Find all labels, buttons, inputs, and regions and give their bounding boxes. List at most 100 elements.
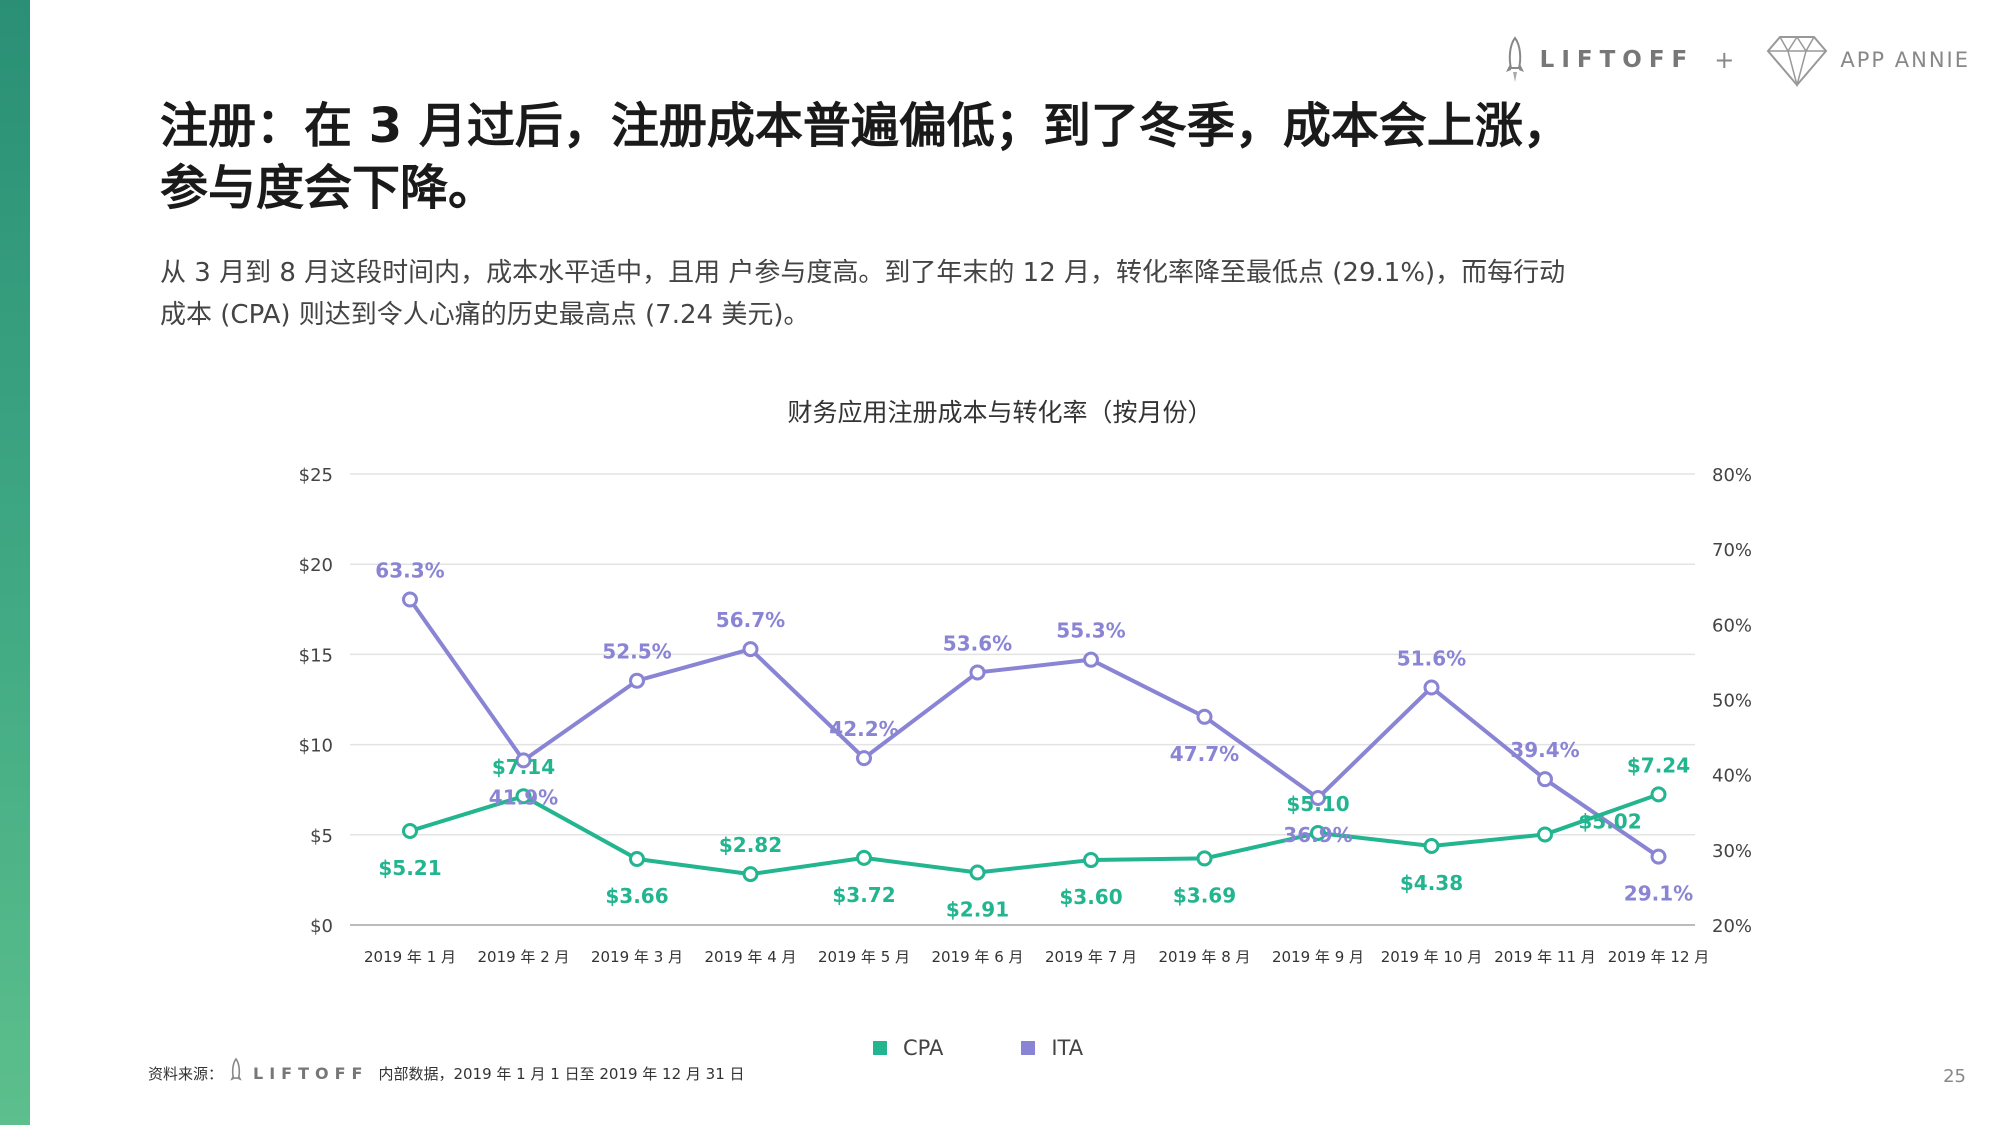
x-tick-label: 2019 年 4 月: [704, 948, 796, 966]
appannie-logo: APP ANNIE: [1766, 33, 1970, 87]
data-label-cpa: $5.10: [1286, 792, 1349, 816]
data-point-ita: [402, 591, 418, 608]
data-point-cpa: [1083, 852, 1099, 869]
data-point-ita: [742, 641, 759, 658]
data-point-cpa: [742, 866, 759, 883]
y-left-tick-label: $0: [310, 916, 333, 937]
y-left-tick-label: $20: [299, 555, 333, 576]
data-label-ita: 56.7%: [716, 608, 785, 632]
y-right-tick-label: 40%: [1712, 766, 1752, 787]
data-label-cpa: $5.02: [1578, 809, 1641, 833]
x-tick-label: 2019 年 11 月: [1494, 948, 1596, 966]
y-left-tick-label: $10: [299, 736, 333, 757]
data-point-ita: [1423, 679, 1440, 696]
data-label-ita: 63.3%: [375, 559, 444, 583]
data-point-cpa: [856, 849, 872, 866]
x-tick-label: 2019 年 8 月: [1158, 948, 1250, 966]
legend-item-cpa: CPA: [873, 1036, 943, 1060]
x-tick-label: 2019 年 7 月: [1045, 948, 1137, 966]
data-point-ita: [629, 672, 645, 689]
page-number: 25: [1943, 1066, 1966, 1087]
data-point-ita: [969, 664, 986, 681]
data-label-ita: 29.1%: [1624, 882, 1693, 906]
data-point-cpa: [629, 850, 645, 867]
data-point-ita: [1650, 848, 1667, 865]
data-point-cpa: [1196, 850, 1213, 867]
data-point-cpa: [1650, 786, 1667, 803]
data-label-ita: 53.6%: [943, 631, 1012, 655]
x-tick-label: 2019 年 2 月: [477, 948, 569, 966]
x-tick-label: 2019 年 12 月: [1608, 948, 1710, 966]
data-point-cpa: [402, 823, 418, 840]
source-text: 内部数据，2019 年 1 月 1 日至 2019 年 12 月 31 日: [378, 1064, 745, 1083]
series-line-ita: [408, 598, 1660, 859]
data-label-ita: 52.5%: [602, 640, 671, 664]
data-point-ita: [515, 752, 532, 769]
source-note: 资料来源： LIFTOFF 内部数据，2019 年 1 月 1 日至 2019 …: [148, 1057, 745, 1089]
data-point-cpa: [515, 788, 532, 805]
data-label-cpa: $3.69: [1173, 883, 1236, 907]
subtitle-line-1: 从 3 月到 8 月这段时间内，成本水平适中，且用 户参与度高。到了年末的 12…: [160, 258, 1566, 288]
accent-bar: [0, 0, 30, 1125]
x-tick-label: 2019 年 5 月: [818, 948, 910, 966]
y-right-tick-label: 80%: [1712, 465, 1752, 486]
x-tick-label: 2019 年 6 月: [931, 948, 1023, 966]
y-right-tick-label: 70%: [1712, 540, 1752, 561]
source-brand: LIFTOFF: [253, 1063, 369, 1083]
data-point-ita: [1537, 771, 1553, 788]
y-right-tick-label: 60%: [1712, 615, 1752, 636]
title-line-2: 参与度会下降。: [160, 160, 497, 216]
y-right-tick-label: 50%: [1712, 691, 1752, 712]
legend-item-ita: ITA: [1021, 1036, 1083, 1060]
page-subtitle: 从 3 月到 8 月这段时间内，成本水平适中，且用 户参与度高。到了年末的 12…: [160, 252, 1760, 336]
data-label-ita: 39.4%: [1510, 738, 1579, 762]
data-label-ita: 51.6%: [1397, 646, 1466, 670]
source-label: 资料来源：: [148, 1064, 224, 1083]
data-label-ita: 55.3%: [1056, 619, 1125, 643]
brand-plus: +: [1714, 46, 1735, 74]
x-tick-label: 2019 年 10 月: [1381, 948, 1483, 966]
data-point-cpa: [1537, 826, 1553, 843]
data-label-ita: 36.9%: [1283, 823, 1352, 847]
y-right-tick-label: 30%: [1712, 841, 1752, 862]
x-tick-label: 2019 年 1 月: [364, 948, 456, 966]
data-point-ita: [1310, 789, 1326, 806]
x-tick-label: 2019 年 9 月: [1272, 948, 1364, 966]
data-label-cpa: $5.21: [378, 856, 441, 880]
data-label-ita: 41.9%: [489, 785, 558, 809]
brand-header: LIFTOFF + APP ANNIE: [1504, 30, 1970, 90]
data-label-cpa: $4.38: [1400, 871, 1463, 895]
data-label-cpa: $3.60: [1059, 885, 1122, 909]
data-label-ita: 47.7%: [1170, 742, 1239, 766]
data-point-cpa: [969, 864, 986, 881]
rocket-icon: [1505, 36, 1524, 82]
line-chart: $0 $5 $10 $15 $20 $25 20% 30% 40% 50% 60% 70% 80% 201…: [299, 465, 1752, 966]
data-point-ita: [1196, 708, 1213, 725]
title-line-1: 注册：在 3 月过后，注册成本普遍偏低；到了冬季，成本会上涨，: [160, 98, 1571, 154]
appannie-wordmark: APP ANNIE: [1840, 48, 1970, 72]
data-label-cpa: $2.91: [946, 898, 1009, 922]
data-label-cpa: $7.14: [492, 755, 555, 779]
rocket-icon: [230, 1057, 242, 1081]
subtitle-line-2: 成本 (CPA) 则达到令人心痛的历史最高点 (7.24 美元)。: [160, 300, 810, 330]
y-left-tick-label: $15: [299, 645, 333, 666]
data-point-ita: [1083, 651, 1099, 668]
y-left-tick-label: $5: [310, 826, 333, 847]
liftoff-wordmark: LIFTOFF: [1539, 47, 1695, 73]
series-line-cpa: [409, 792, 1660, 877]
chart-legend: CPA ITA: [873, 1036, 1161, 1060]
diamond-icon: [1767, 35, 1828, 87]
legend-label-cpa: CPA: [903, 1036, 944, 1060]
y-left-tick-label: $25: [299, 465, 333, 486]
data-point-ita: [856, 750, 872, 767]
data-point-cpa: [1310, 824, 1326, 841]
data-label-cpa: $3.72: [832, 883, 895, 907]
data-point-cpa: [1423, 837, 1440, 854]
x-tick-label: 2019 年 3 月: [591, 948, 683, 966]
data-label-cpa: $7.24: [1627, 753, 1690, 777]
data-label-cpa: $2.82: [719, 833, 782, 857]
legend-swatch-cpa: [873, 1041, 887, 1055]
data-label-ita: 42.2%: [829, 717, 898, 741]
chart-title: 财务应用注册成本与转化率（按月份）: [787, 398, 1213, 427]
y-right-tick-label: 20%: [1712, 916, 1752, 937]
